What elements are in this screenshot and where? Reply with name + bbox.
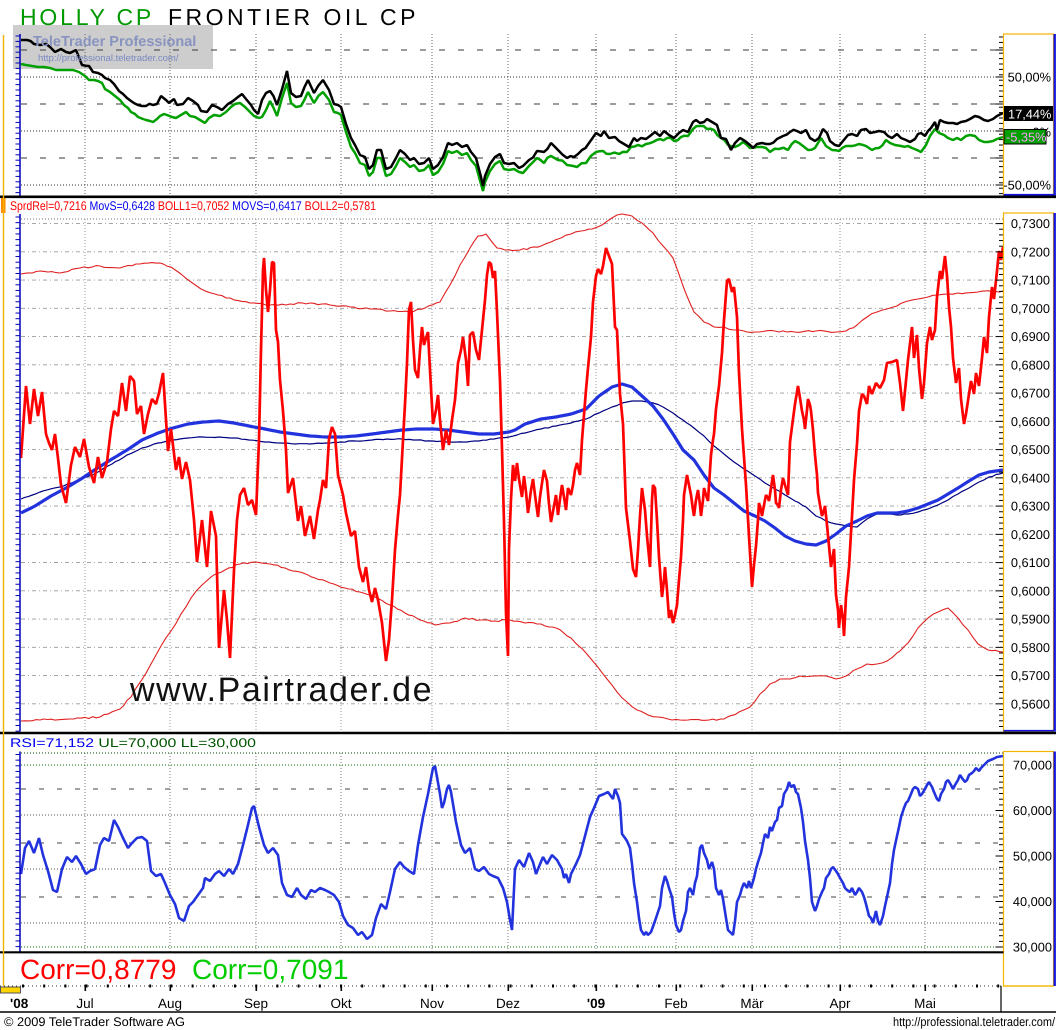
svg-text:Feb: Feb — [664, 996, 687, 1011]
svg-text:0,5600: 0,5600 — [1011, 696, 1050, 711]
svg-text:0,6300: 0,6300 — [1011, 499, 1050, 514]
svg-text:Mär: Mär — [740, 996, 764, 1011]
svg-text:30,000: 30,000 — [1013, 940, 1052, 955]
svg-text:Dez: Dez — [496, 996, 520, 1011]
svg-text:'09: '09 — [587, 996, 605, 1011]
svg-text:0,6400: 0,6400 — [1011, 470, 1050, 485]
svg-text:Aug: Aug — [158, 996, 182, 1011]
svg-text:50,00%: 50,00% — [1008, 70, 1051, 85]
svg-text:SprdRel=0,7216 MovS=0,6428 BOL: SprdRel=0,7216 MovS=0,6428 BOLL1=0,7052 … — [10, 199, 376, 213]
svg-text:0,5800: 0,5800 — [1011, 640, 1050, 655]
svg-text:Apr: Apr — [829, 996, 851, 1011]
svg-text:0,6500: 0,6500 — [1011, 442, 1050, 457]
svg-text:Corr=0,8779: Corr=0,8779 — [20, 954, 176, 985]
svg-text:0,6900: 0,6900 — [1011, 329, 1050, 344]
svg-text:Okt: Okt — [330, 996, 351, 1011]
svg-text:Corr=0,7091: Corr=0,7091 — [192, 954, 348, 985]
svg-text:60,000: 60,000 — [1013, 803, 1052, 818]
svg-text:Nov: Nov — [420, 996, 444, 1011]
svg-text:© 2009 TeleTrader Software AG: © 2009 TeleTrader Software AG — [4, 1015, 185, 1029]
svg-text:'08: '08 — [10, 996, 29, 1011]
svg-text:Sep: Sep — [244, 996, 268, 1011]
svg-text:0,6600: 0,6600 — [1011, 414, 1050, 429]
svg-text:50,000: 50,000 — [1013, 849, 1052, 864]
svg-text:0,6000: 0,6000 — [1011, 583, 1050, 598]
svg-text:0,6100: 0,6100 — [1011, 555, 1050, 570]
svg-text:-5,35%: -5,35% — [1006, 130, 1047, 145]
svg-text:HOLLY CP: HOLLY CP — [20, 4, 154, 30]
svg-text:0,5900: 0,5900 — [1011, 612, 1050, 627]
svg-text:RSI=71,152 UL=70,000 LL=30,000: RSI=71,152 UL=70,000 LL=30,000 — [10, 736, 256, 750]
svg-text:0,7100: 0,7100 — [1011, 273, 1050, 288]
svg-text:http://professional.teletrader: http://professional.teletrader.com/ — [893, 1015, 1055, 1029]
svg-text:0,5700: 0,5700 — [1011, 668, 1050, 683]
svg-text:TeleTrader Professional: TeleTrader Professional — [33, 34, 196, 50]
svg-text:http://professional.teletrader: http://professional.teletrader.com/ — [38, 53, 179, 64]
svg-text:40,000: 40,000 — [1013, 894, 1052, 909]
svg-text:0,6800: 0,6800 — [1011, 357, 1050, 372]
svg-text:0,7200: 0,7200 — [1011, 244, 1050, 259]
svg-text:0,7000: 0,7000 — [1011, 301, 1050, 316]
svg-text:FRONTIER OIL CP: FRONTIER OIL CP — [168, 4, 419, 30]
svg-text:0,7300: 0,7300 — [1011, 216, 1050, 231]
svg-text:70,000: 70,000 — [1013, 758, 1052, 773]
svg-text:Jul: Jul — [76, 996, 93, 1011]
svg-text:0,6200: 0,6200 — [1011, 527, 1050, 542]
svg-text:www.Pairtrader.de: www.Pairtrader.de — [129, 671, 433, 709]
svg-text:0,6700: 0,6700 — [1011, 386, 1050, 401]
svg-text:17,44%: 17,44% — [1008, 107, 1051, 122]
svg-text:-50,00%: -50,00% — [1003, 178, 1051, 193]
svg-text:Mai: Mai — [914, 996, 936, 1011]
